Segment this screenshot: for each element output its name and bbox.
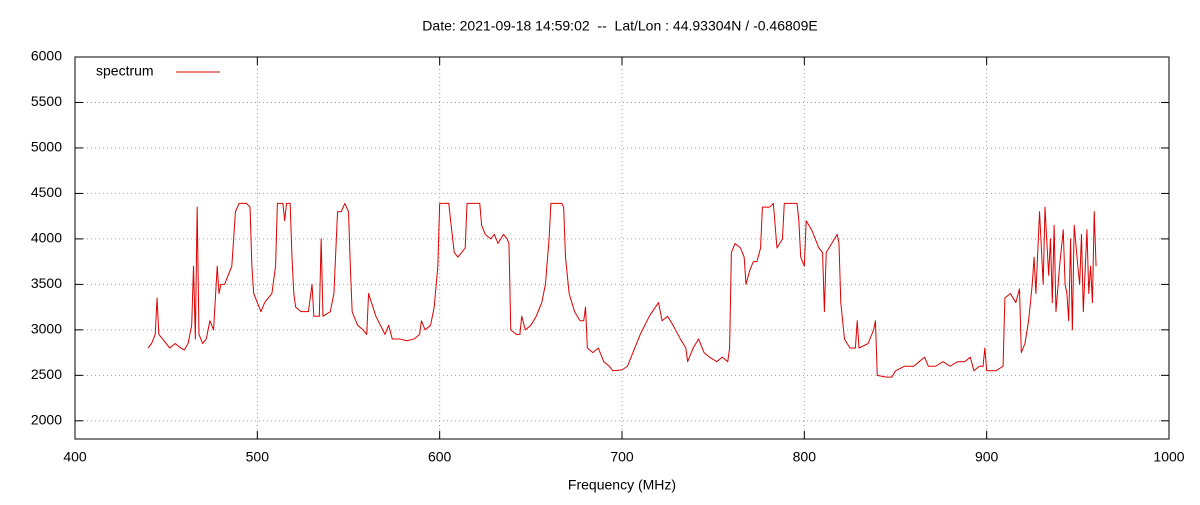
x-tick-label: 500 xyxy=(246,449,270,465)
y-tick-label: 2500 xyxy=(31,366,62,382)
x-tick-label: 800 xyxy=(793,449,817,465)
x-tick-label: 600 xyxy=(428,449,452,465)
plot-frame xyxy=(74,56,1170,440)
y-tick-label: 3500 xyxy=(31,275,62,291)
chart-title: Date: 2021-09-18 14:59:02 -- Lat/Lon : 4… xyxy=(422,18,817,34)
y-tick-label: 5500 xyxy=(31,93,62,109)
y-tick-label: 2000 xyxy=(31,412,62,428)
x-tick-label: 1000 xyxy=(1153,449,1184,465)
x-tick-label: 900 xyxy=(975,449,999,465)
x-axis-label: Frequency (MHz) xyxy=(568,477,676,493)
spectrum-line xyxy=(147,202,1097,378)
y-tick-label: 4500 xyxy=(31,184,62,200)
y-tick-label: 5000 xyxy=(31,139,62,155)
y-tick-label: 6000 xyxy=(31,48,62,64)
y-tick-label: 4000 xyxy=(31,230,62,246)
x-tick-label: 700 xyxy=(610,449,634,465)
legend-label: spectrum xyxy=(96,63,154,79)
y-tick-label: 3000 xyxy=(31,321,62,337)
x-tick-label: 400 xyxy=(63,449,87,465)
